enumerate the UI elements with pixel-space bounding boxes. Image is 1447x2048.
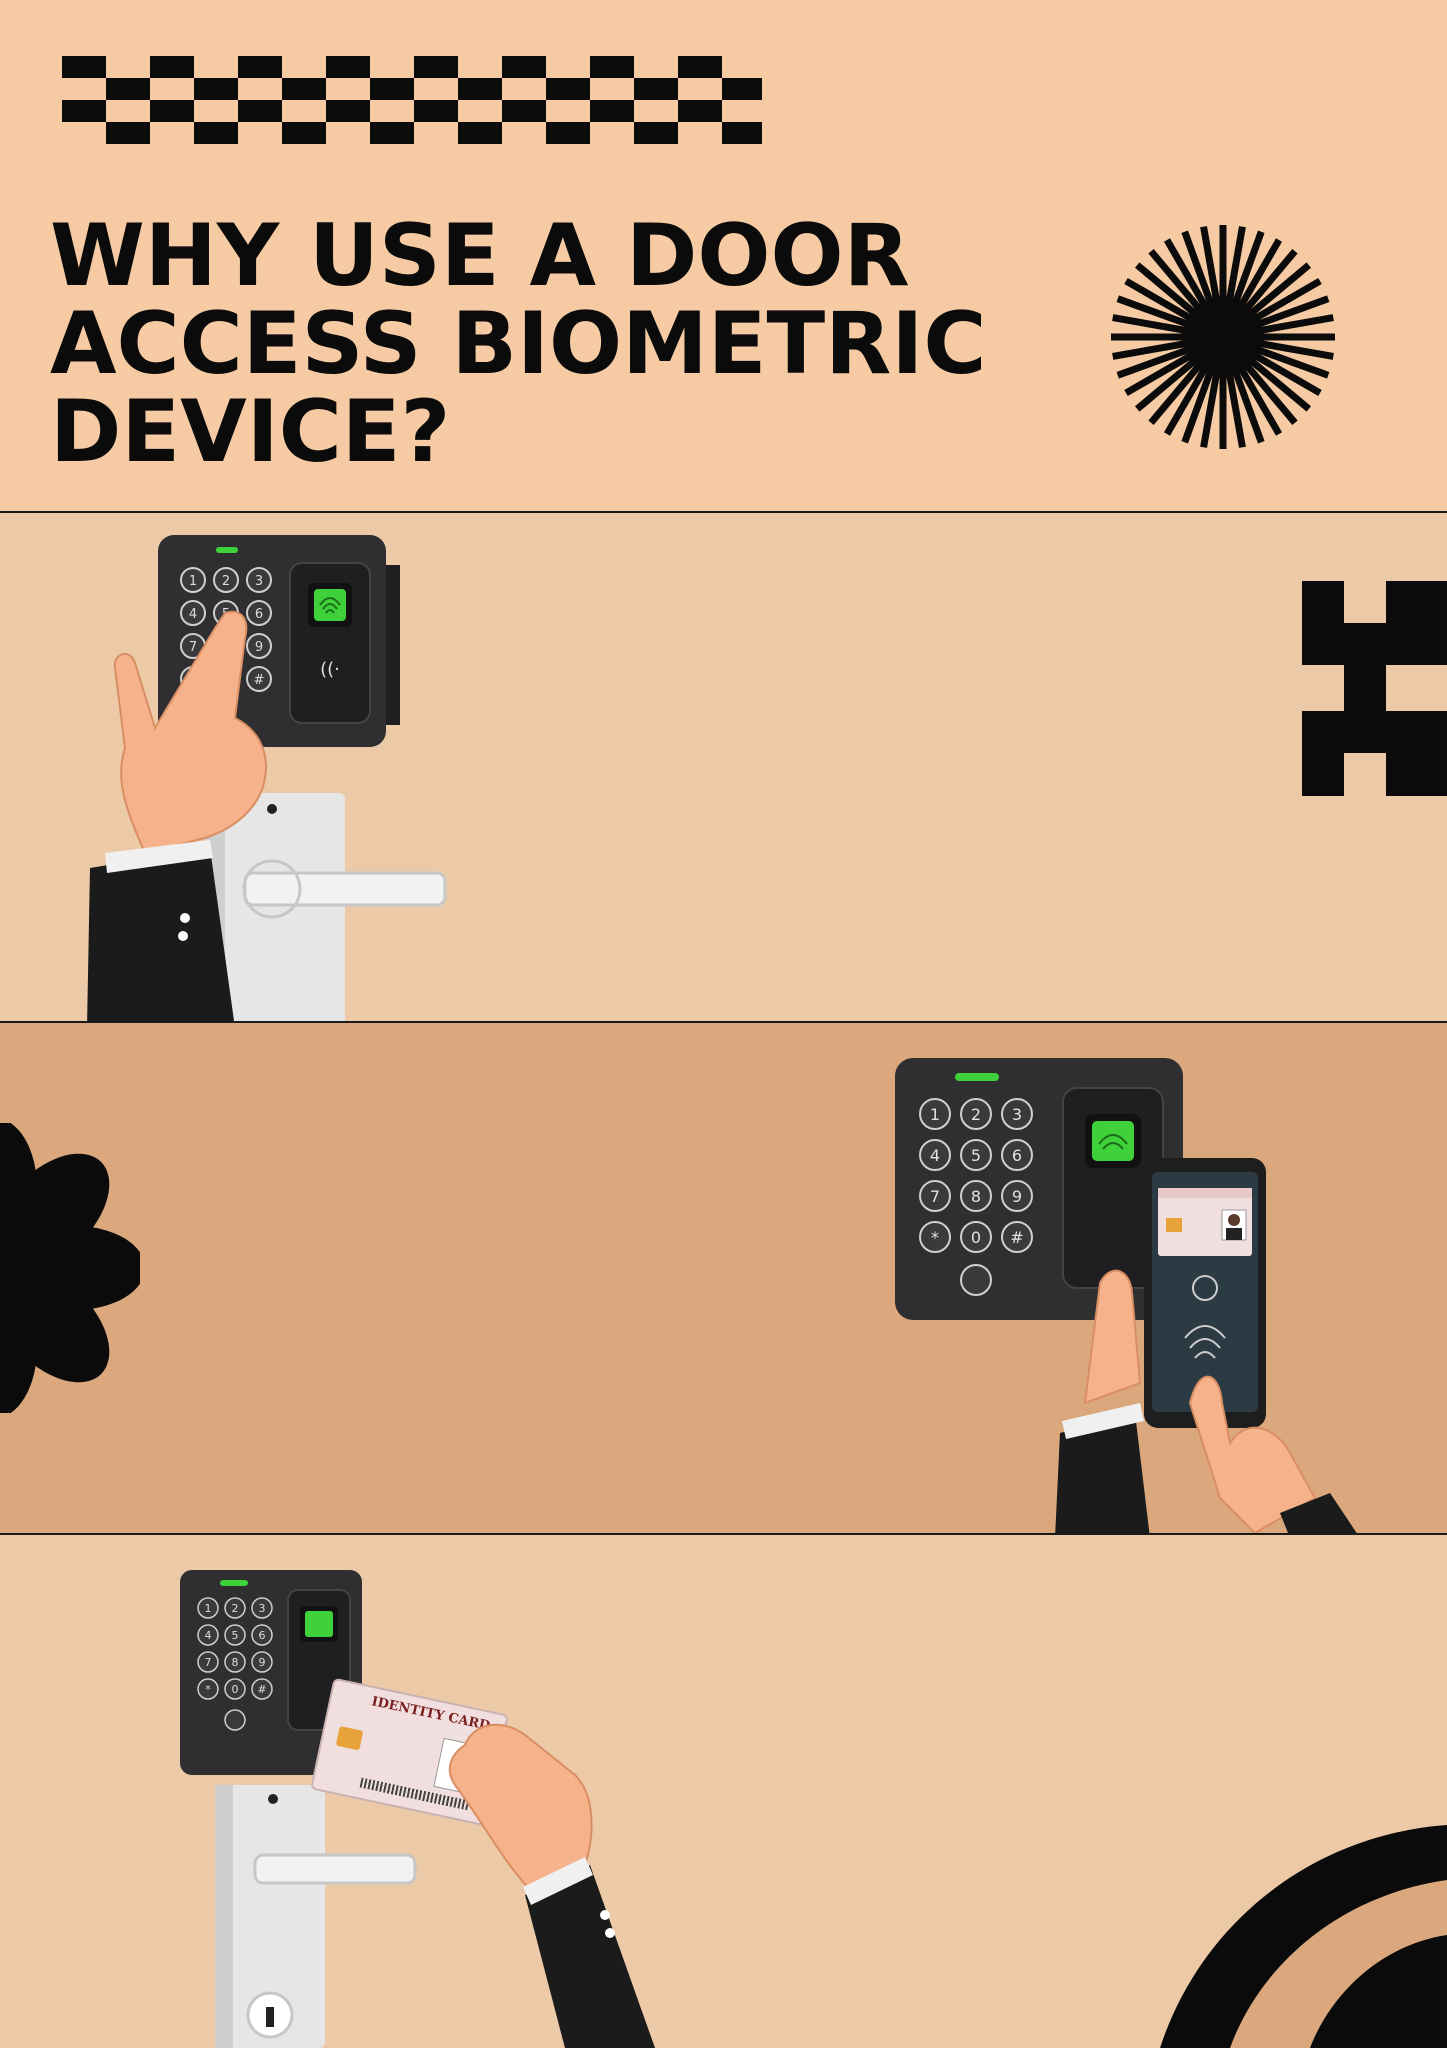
sunburst-ray	[1240, 277, 1322, 330]
sunburst-ray	[1163, 238, 1216, 320]
svg-text:*: *	[931, 1228, 939, 1247]
svg-text:3: 3	[259, 1602, 266, 1615]
sunburst-ray	[1134, 348, 1209, 412]
svg-text:*: *	[205, 1683, 211, 1696]
sunburst-ray	[1227, 230, 1265, 318]
svg-text:7: 7	[205, 1656, 212, 1669]
sunburst-ray	[1200, 226, 1223, 316]
sunburst-ray	[1124, 277, 1206, 330]
checker-pattern-icon	[62, 56, 762, 144]
card-chip-icon	[335, 1725, 364, 1751]
door-handle-icon	[215, 1785, 417, 2048]
main-title-line: DEVICE?	[50, 382, 451, 482]
sunburst-ray	[1134, 262, 1209, 326]
main-title: WHY USE A DOOR ACCESS BIOMETRIC DEVICE?	[50, 212, 1090, 476]
sunburst-ray	[1112, 337, 1202, 360]
easy-access-section: EASY ACCESS CONTROL Allows for customiza…	[0, 1023, 1447, 1535]
sunburst-ray	[1240, 344, 1322, 397]
sunburst-ray	[1242, 295, 1330, 333]
svg-text:7: 7	[189, 640, 197, 655]
svg-text:1: 1	[189, 574, 197, 589]
sunburst-ray	[1124, 344, 1206, 397]
sunburst-ray	[1234, 248, 1298, 323]
audit-trail-section: 123 456 789 *0# IDENTITY CARD AUDIT TRAI…	[0, 1535, 1447, 2048]
svg-text:((·: ((·	[320, 659, 340, 680]
svg-text:0: 0	[971, 1228, 981, 1247]
svg-text:4: 4	[930, 1146, 940, 1165]
hash-pattern-icon	[1302, 581, 1447, 796]
svg-text:0: 0	[232, 1683, 239, 1696]
hand-icon	[448, 1723, 655, 2048]
svg-text:8: 8	[232, 1656, 239, 1669]
sunburst-center	[1193, 307, 1253, 367]
sunburst-ray	[1148, 248, 1212, 323]
fingerprint-scanner-icon: 1 2 3 4 5 6 7 8 9 * 0 #	[180, 1570, 362, 1775]
sunburst-ray	[1223, 358, 1246, 448]
svg-text:4: 4	[189, 607, 197, 622]
svg-text:5: 5	[232, 1629, 239, 1642]
svg-text:4: 4	[205, 1629, 212, 1642]
main-title-line: ACCESS BIOMETRIC	[50, 294, 987, 394]
svg-text:5: 5	[971, 1146, 981, 1165]
svg-text:2: 2	[971, 1105, 981, 1124]
sunburst-ray	[1163, 354, 1216, 436]
sunburst-ray	[1181, 230, 1219, 318]
sunburst-ray	[1223, 226, 1246, 316]
fingerprint-scanner-icon: 1 2 3 4 5 6 7 8 9 * 0 #	[895, 1058, 1183, 1320]
sunburst-icon	[1111, 225, 1335, 449]
sunburst-ray	[1237, 348, 1312, 412]
svg-text:9: 9	[1012, 1187, 1022, 1206]
flower-shape-icon	[0, 1123, 140, 1413]
sunburst-ray	[1230, 354, 1283, 436]
sunburst-ray	[1200, 358, 1223, 448]
svg-text:1: 1	[205, 1602, 212, 1615]
sunburst-ray	[1230, 238, 1283, 320]
main-title-line: WHY USE A DOOR	[50, 206, 910, 306]
sunburst-ray	[1244, 314, 1334, 337]
smartphone-icon	[1144, 1158, 1266, 1428]
sunburst-ray	[1234, 351, 1298, 426]
svg-text:2: 2	[222, 574, 230, 589]
sunburst-ray	[1116, 341, 1204, 379]
sunburst-ray	[1116, 295, 1204, 333]
svg-text:2: 2	[232, 1602, 239, 1615]
svg-text:3: 3	[1012, 1105, 1022, 1124]
sunburst-ray	[1244, 337, 1334, 360]
svg-text:#: #	[257, 1683, 266, 1696]
svg-text:3: 3	[255, 574, 263, 589]
sunburst-ray	[1242, 341, 1330, 379]
sunburst-ray	[1237, 262, 1312, 326]
svg-text:#: #	[254, 673, 265, 688]
svg-text:1: 1	[930, 1105, 940, 1124]
svg-text:8: 8	[971, 1187, 981, 1206]
svg-text:#: #	[1010, 1228, 1023, 1247]
svg-text:6: 6	[1012, 1146, 1022, 1165]
arc-shape-icon	[1160, 1825, 1447, 2048]
sunburst-ray	[1148, 351, 1212, 426]
sunburst-ray	[1181, 356, 1219, 444]
svg-text:7: 7	[930, 1187, 940, 1206]
svg-text:6: 6	[259, 1629, 266, 1642]
header-section: WHY USE A DOOR ACCESS BIOMETRIC DEVICE?	[0, 0, 1447, 513]
high-security-section: 123 456 789 *0# ((· PROVIDING HIGH SECUR…	[0, 513, 1447, 1023]
sunburst-ray	[1227, 356, 1265, 444]
svg-text:6: 6	[255, 607, 263, 622]
hand-icon	[1055, 1269, 1357, 1533]
hand-icon	[87, 610, 267, 1021]
svg-text:9: 9	[259, 1656, 266, 1669]
svg-text:9: 9	[255, 640, 263, 655]
sunburst-ray	[1112, 314, 1202, 337]
